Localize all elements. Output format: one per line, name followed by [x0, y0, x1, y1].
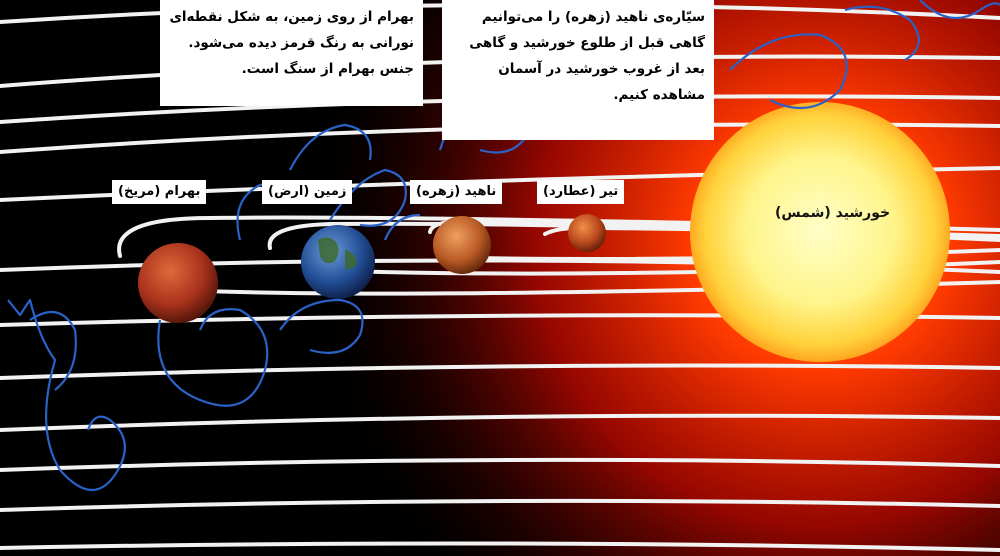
- sun: [690, 102, 950, 362]
- mars-info-line-2: نورانی به رنگ قرمز دیده می‌شود.: [188, 35, 414, 51]
- earth-planet: [301, 225, 375, 299]
- venus-planet: [433, 216, 491, 274]
- venus-info-line-4: مشاهده کنیم.: [613, 87, 705, 103]
- mars-planet: [138, 243, 218, 323]
- mercury-label: تیر (عطارد): [537, 180, 625, 204]
- venus-info-line-1: سیّاره‌ی ناهید (زهره) را می‌توانیم: [481, 9, 705, 25]
- mars-info-box: بهرام از روی زمین، به شکل نقطه‌ای نورانی…: [160, 0, 423, 106]
- venus-info-box: سیّاره‌ی ناهید (زهره) را می‌توانیم گاهی …: [442, 0, 714, 140]
- mars-info-line-1: بهرام از روی زمین، به شکل نقطه‌ای: [169, 9, 414, 25]
- mars-label: بهرام (مریخ): [112, 180, 207, 204]
- earth-label: زمین (ارض): [262, 180, 353, 204]
- sun-label: خورشید (شمس): [775, 205, 891, 221]
- venus-info-line-2: گاهی قبل از طلوع خورشید و گاهی: [469, 35, 705, 51]
- mars-info-line-3: جنس بهرام از سنگ است.: [241, 61, 414, 77]
- earth-continents: [318, 237, 357, 270]
- venus-label: ناهید (زهره): [410, 180, 503, 204]
- mercury-planet: [568, 214, 606, 252]
- venus-info-line-3: بعد از غروب خورشید در آسمان: [498, 61, 705, 77]
